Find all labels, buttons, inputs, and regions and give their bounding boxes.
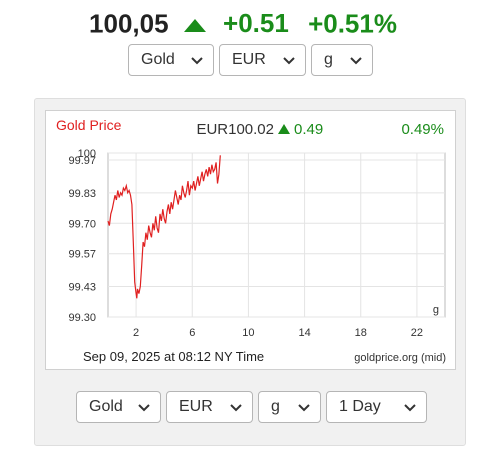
y-tick-label: 99.97 <box>68 155 96 167</box>
up-arrow-icon <box>183 8 206 39</box>
gold-price-chart: Gold Price EUR100.02 0.49 0.49% 100 99.97… <box>45 110 456 370</box>
y-tick-label: 99.70 <box>68 218 96 230</box>
chart-timestamp: Sep 09, 2025 at 08:12 NY Time <box>83 349 264 364</box>
y-tick-label: 99.30 <box>68 312 96 324</box>
chevron-down-icon <box>191 46 203 87</box>
chart-source: goldprice.org (mid) <box>354 352 446 364</box>
chevron-down-icon <box>404 393 416 434</box>
unit-select[interactable]: g <box>311 44 373 76</box>
y-tick-label: 99.43 <box>68 282 96 294</box>
currency-select-bottom[interactable]: EUR <box>166 391 253 423</box>
up-arrow-icon <box>278 124 290 134</box>
metal-select[interactable]: Gold <box>128 44 214 76</box>
range-select-value: 1 Day <box>339 398 381 415</box>
chevron-down-icon <box>230 393 242 434</box>
y-tick-label: 99.57 <box>68 249 96 261</box>
x-tick-label: 18 <box>355 327 367 339</box>
chevron-down-icon <box>350 46 362 87</box>
y-tick-label: 100 <box>78 148 96 160</box>
chevron-down-icon <box>298 393 310 434</box>
metal-select-value: Gold <box>141 51 175 68</box>
chart-canvas: Gold Price EUR100.02 0.49 0.49% 10099.97… <box>56 117 446 364</box>
currency-select-bottom-value: EUR <box>179 398 213 415</box>
unit-label: g <box>433 304 439 316</box>
x-tick-label: 22 <box>411 327 423 339</box>
price-change: +0.51 <box>223 8 289 39</box>
unit-select-bottom[interactable]: g <box>258 391 321 423</box>
x-tick-label: 2 <box>133 327 139 339</box>
metal-select-bottom[interactable]: Gold <box>76 391 161 423</box>
chevron-down-icon <box>138 393 150 434</box>
x-tick-label: 6 <box>189 327 195 339</box>
currency-select[interactable]: EUR <box>219 44 306 76</box>
price-change-percent: +0.51% <box>308 8 397 39</box>
current-price: 100,05 <box>89 8 169 39</box>
unit-select-bottom-value: g <box>271 398 280 415</box>
metal-select-bottom-value: Gold <box>89 398 123 415</box>
chart-title: Gold Price <box>56 117 122 133</box>
range-select[interactable]: 1 Day <box>326 391 427 423</box>
x-tick-label: 14 <box>298 327 310 339</box>
price-summary: 100,05 +0.51 +0.51% <box>0 8 486 43</box>
chart-change: 0.49 <box>294 121 323 138</box>
plot-area <box>107 152 446 318</box>
currency-select-value: EUR <box>232 51 266 68</box>
y-tick-label: 99.83 <box>68 188 96 200</box>
price-line <box>107 155 221 299</box>
x-tick-label: 10 <box>242 327 254 339</box>
chart-change-percent: 0.49% <box>401 121 444 138</box>
chevron-down-icon <box>283 46 295 87</box>
chart-price: EUR100.02 <box>196 121 274 138</box>
unit-select-value: g <box>324 51 333 68</box>
